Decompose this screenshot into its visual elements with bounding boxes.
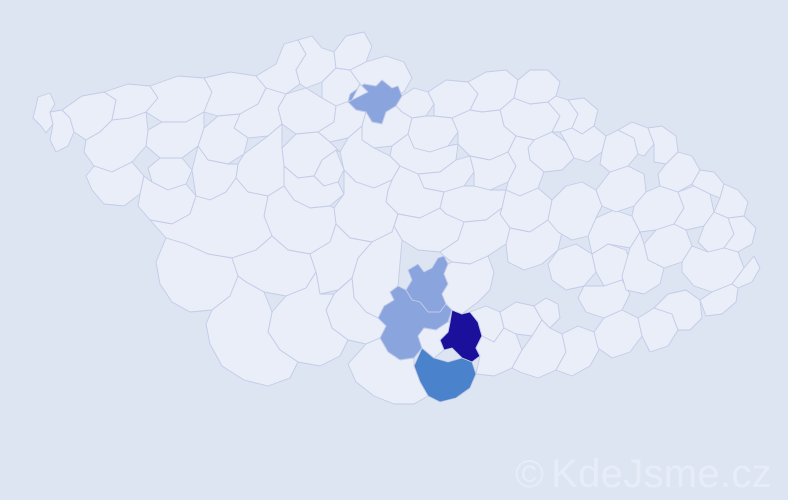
- district-tachov[interactable]: [84, 112, 148, 172]
- watermark-text: KdeJsme.cz: [551, 452, 772, 496]
- copyright-icon: ©: [515, 452, 545, 496]
- district-domazlice[interactable]: [86, 162, 144, 206]
- district-sumperk[interactable]: [548, 182, 602, 240]
- district-filler-north-j[interactable]: [714, 184, 748, 218]
- district-cesky-krumlov[interactable]: [206, 276, 298, 386]
- district-filler-north-f[interactable]: [618, 122, 654, 156]
- district-jindrichuv-hradec[interactable]: [348, 338, 428, 404]
- district-blansko[interactable]: [506, 220, 562, 270]
- district-decin[interactable]: [334, 32, 372, 70]
- district-karvina[interactable]: [724, 216, 756, 252]
- district-filler-east-b[interactable]: [700, 284, 738, 316]
- district-hodonin[interactable]: [556, 326, 600, 376]
- district-karlovy-vary-west[interactable]: [33, 93, 55, 133]
- watermark: © KdeJsme.cz: [515, 454, 772, 494]
- district-vsetin[interactable]: [654, 290, 702, 330]
- district-prerov[interactable]: [622, 232, 664, 294]
- district-uherske-hradiste[interactable]: [594, 310, 642, 358]
- district-jihlava-east[interactable]: [442, 256, 494, 314]
- districts-layer: [33, 32, 760, 404]
- district-inner-unfilled[interactable]: [418, 322, 450, 358]
